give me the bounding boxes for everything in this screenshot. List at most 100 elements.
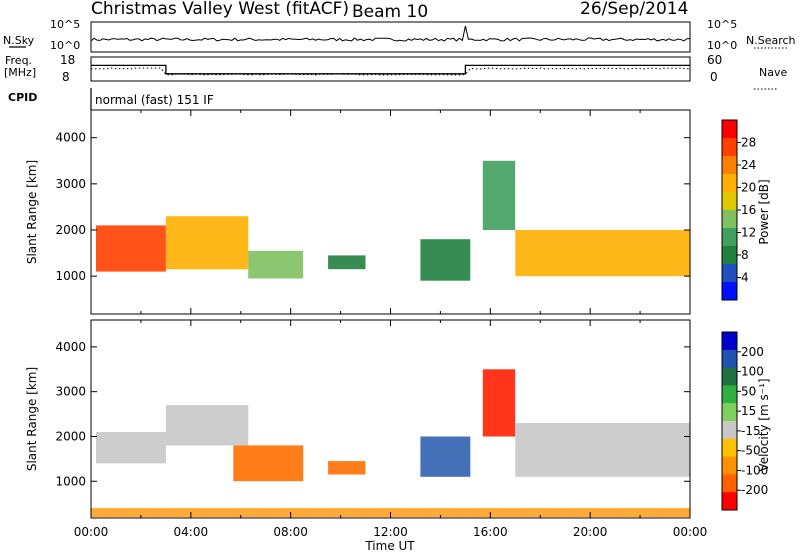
beam-label: Beam 10	[352, 2, 428, 22]
power-scale-swatch	[722, 246, 737, 265]
y-tick-label: 1000	[55, 269, 86, 283]
power-scale-swatch	[722, 174, 737, 193]
velocity-scale-swatch	[722, 456, 737, 475]
velocity-scale-frame	[721, 331, 738, 511]
nsky-trace	[90, 25, 691, 42]
x-tick-label: 16:00	[473, 525, 508, 539]
nsky-tick-top: 10^5	[50, 18, 80, 31]
power-scale-swatch	[722, 228, 737, 247]
y-tick-label: 3000	[55, 385, 86, 399]
power-scale-swatch	[722, 282, 737, 301]
y-tick-label: 1000	[55, 474, 86, 488]
velocity-echo-region-0	[96, 432, 166, 464]
x-axis-label: Time UT	[364, 539, 415, 553]
velocity-ylabel: Slant Range [km]	[25, 367, 39, 471]
power-scale-tick-label: 16	[741, 203, 756, 217]
velocity-echo-region-5	[482, 369, 516, 437]
power-panel-frame	[90, 109, 691, 315]
nave-label: Nave	[759, 66, 787, 79]
velocity-scale-swatch	[722, 332, 737, 351]
freq-trace	[91, 64, 690, 75]
velocity-scale-label: Velocity [m s⁻¹]	[757, 378, 771, 471]
power-scale-swatch	[722, 264, 737, 283]
nsky-panel-frame	[90, 21, 691, 53]
power-echo-layer	[96, 160, 690, 281]
velocity-scale-tick-label: -200	[741, 483, 768, 497]
power-echo-region-6	[515, 230, 690, 277]
power-echo-region-4	[420, 239, 471, 281]
power-scale-tick-label: 28	[741, 136, 756, 150]
nave-tick-top: 60	[707, 53, 722, 67]
y-tick-label: 4000	[55, 131, 86, 145]
power-scale-tick-label: 4	[741, 271, 749, 285]
nsearch-tick-bottom: 10^0	[707, 39, 737, 52]
cpid-label: CPID	[8, 91, 37, 104]
y-tick-label: 4000	[55, 340, 86, 354]
x-tick-label: 08:00	[273, 525, 308, 539]
power-echo-region-3	[328, 255, 366, 270]
velocity-scale-swatch	[722, 421, 737, 440]
velocity-scale-tick-label: 15	[741, 404, 756, 418]
velocity-colorbar: 200 100 50 15 -15 -50 -100 -200	[721, 331, 768, 511]
power-scale-swatch	[722, 192, 737, 211]
y-tick-label: 2000	[55, 429, 86, 443]
x-tick-labels: 00:00 04:00 08:00 12:00 16:00 20:00 00:00	[74, 525, 708, 539]
power-scale-swatch	[722, 138, 737, 157]
power-scale-tick-label: 8	[741, 248, 749, 262]
freq-tick-bottom: 8	[62, 70, 70, 84]
velocity-echo-region-3	[328, 461, 366, 475]
nsearch-label: N.Search	[746, 34, 796, 47]
power-scale-swatch	[722, 210, 737, 229]
power-scale-tick-label: 24	[741, 158, 756, 172]
power-ylabel: Slant Range [km]	[25, 160, 39, 264]
power-scale-tick-label: 12	[741, 226, 756, 240]
date-label: 26/Sep/2014	[580, 0, 688, 19]
velocity-scale-swatch	[722, 349, 737, 369]
velocity-scale-swatch	[722, 492, 737, 511]
power-scale-tick-label: 20	[741, 181, 756, 195]
power-scale-label: Power [dB]	[757, 179, 771, 244]
power-echo-region-5	[482, 160, 516, 230]
station-title: Christmas Valley West (fitACF)	[91, 0, 349, 19]
velocity-scale-tick-label: -50	[741, 444, 761, 458]
power-echo-region-2	[248, 250, 304, 279]
freq-label-2: [MHz]	[4, 66, 36, 79]
x-tick-label: 04:00	[174, 525, 209, 539]
freq-label-1: Freq.	[5, 54, 32, 67]
x-tick-label: 12:00	[373, 525, 408, 539]
power-scale-swatch	[722, 120, 737, 139]
power-echo-region-0	[96, 225, 166, 272]
freq-panel-frame	[90, 56, 691, 82]
nsearch-tick-top: 10^5	[707, 18, 737, 31]
velocity-scale-tick-label: 50	[741, 384, 756, 398]
velocity-echo-region-1	[165, 405, 249, 446]
velocity-scale-swatch	[722, 403, 737, 422]
velocity-scale-swatch	[722, 438, 737, 458]
velocity-scale-swatch	[722, 367, 737, 386]
x-tick-label: 00:00	[74, 525, 109, 539]
cpid-mode: normal (fast) 151 IF	[95, 93, 214, 107]
nsky-tick-bottom: 10^0	[50, 39, 80, 52]
power-colorbar: 28 24 20 16 12 8 4	[721, 119, 756, 301]
y-tick-label: 3000	[55, 177, 86, 191]
velocity-scale-tick-label: 200	[741, 345, 764, 359]
x-tick-label: 20:00	[573, 525, 608, 539]
velocity-axes: 1000 2000 3000 4000	[55, 320, 691, 518]
velocity-echo-layer	[91, 369, 690, 518]
velocity-scale-tick-label: -100	[741, 463, 768, 477]
velocity-scale-swatch	[722, 385, 737, 404]
power-axes: 1000 2000 3000 4000	[55, 110, 691, 314]
power-echo-region-1	[165, 216, 249, 270]
nave-tick-bottom: 0	[710, 70, 718, 84]
velocity-scale-swatch	[722, 474, 737, 493]
x-tick-label: 00:00	[673, 525, 708, 539]
power-scale-swatch	[722, 156, 737, 175]
nsky-label: N.Sky	[3, 34, 35, 47]
y-tick-label: 2000	[55, 223, 86, 237]
freq-tick-top: 18	[60, 53, 75, 67]
velocity-scale-tick-label: -15	[741, 424, 761, 438]
velocity-echo-region-2	[233, 445, 304, 482]
velocity-echo-region-6	[515, 423, 690, 477]
velocity-echo-region-4	[420, 436, 471, 477]
